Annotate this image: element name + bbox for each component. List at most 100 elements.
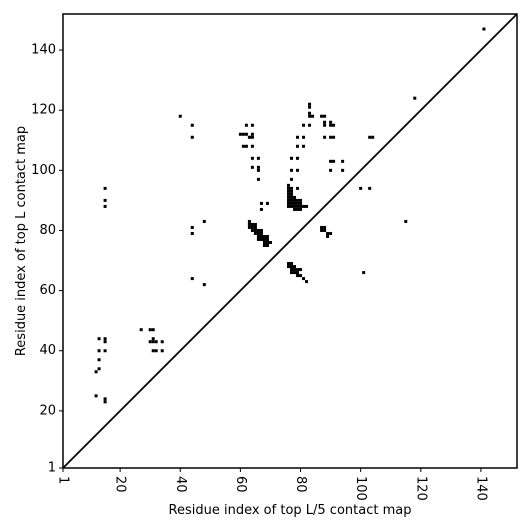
x-tick-label: 100	[353, 476, 368, 501]
contact-point	[332, 135, 336, 139]
contact-point	[286, 204, 290, 208]
contact-point	[299, 268, 303, 272]
contact-point	[308, 105, 312, 109]
contact-point	[302, 144, 306, 148]
contact-point	[256, 237, 260, 241]
y-tick-label: 20	[39, 403, 56, 418]
contact-point	[202, 283, 206, 287]
contact-point	[262, 241, 266, 245]
contact-point	[262, 244, 266, 248]
contact-point	[482, 27, 486, 31]
contact-point	[190, 277, 194, 281]
contact-point	[299, 207, 303, 211]
contact-point	[253, 231, 257, 235]
contact-point	[154, 340, 158, 344]
plot-frame	[62, 13, 518, 469]
contact-point	[259, 228, 263, 232]
x-tick-label: 140	[473, 476, 488, 501]
contact-point	[299, 274, 303, 278]
contact-point	[259, 231, 263, 235]
contact-point	[290, 268, 294, 272]
contact-point	[341, 168, 345, 172]
contact-point	[296, 186, 300, 190]
contact-point	[293, 198, 297, 202]
contact-point	[286, 195, 290, 199]
contact-point	[259, 237, 263, 241]
contact-point	[256, 228, 260, 232]
contact-point	[296, 201, 300, 205]
contact-point	[238, 132, 242, 136]
x-tick-label: 20	[113, 476, 128, 493]
contact-point	[286, 201, 290, 205]
contact-point	[320, 225, 324, 229]
contact-point	[293, 268, 297, 272]
contact-point	[296, 168, 300, 172]
contact-point	[286, 262, 290, 266]
contact-point	[299, 204, 303, 208]
x-axis-label: Residue index of top L/5 contact map	[169, 503, 412, 518]
contact-point	[299, 201, 303, 205]
contact-point	[320, 228, 324, 232]
contact-point	[286, 265, 290, 269]
contact-point	[244, 132, 248, 136]
contact-point	[265, 237, 269, 241]
contact-point	[329, 123, 333, 127]
contact-point	[250, 165, 254, 169]
contact-point	[368, 135, 372, 139]
contact-point	[103, 349, 107, 353]
contact-point	[250, 225, 254, 229]
contact-point	[404, 219, 408, 223]
contact-point	[290, 198, 294, 202]
y-tick-label: 1	[48, 461, 56, 476]
contact-point	[302, 123, 306, 127]
x-tick-label: 120	[413, 476, 428, 501]
contact-point	[259, 207, 263, 211]
diagonal-line	[62, 13, 518, 469]
contact-point	[148, 340, 152, 344]
contact-point	[286, 198, 290, 202]
x-tick-label: 60	[233, 476, 248, 493]
contact-point	[103, 340, 107, 344]
contact-point	[305, 204, 309, 208]
contact-point	[323, 135, 327, 139]
contact-point	[190, 231, 194, 235]
contact-point	[190, 123, 194, 127]
contact-point	[190, 135, 194, 139]
contact-point	[241, 144, 245, 148]
x-tick-label: 80	[293, 476, 308, 493]
contact-point	[308, 111, 312, 115]
x-tick-label: 40	[173, 476, 188, 493]
contact-point	[256, 177, 260, 181]
contact-point	[323, 225, 327, 229]
contact-point	[139, 328, 143, 332]
contact-point	[202, 219, 206, 223]
contact-point	[256, 165, 260, 169]
contact-point	[290, 186, 294, 190]
contact-point	[94, 394, 98, 398]
contact-point	[302, 277, 306, 281]
contact-point	[296, 271, 300, 275]
contact-point	[308, 123, 312, 127]
contact-point	[413, 96, 417, 100]
contact-point	[329, 231, 333, 235]
contact-point	[296, 207, 300, 211]
y-axis-label: Residue index of top L contact map	[14, 126, 29, 356]
contact-points	[94, 27, 486, 404]
contact-point	[250, 135, 254, 139]
contact-point	[250, 144, 254, 148]
contact-point	[256, 231, 260, 235]
x-tick-label: 1	[56, 476, 71, 484]
contact-point	[290, 262, 294, 266]
contact-point	[290, 168, 294, 172]
contact-point	[323, 120, 327, 124]
contact-point	[290, 201, 294, 205]
contact-point	[305, 280, 309, 284]
contact-point	[323, 228, 327, 232]
contact-point	[293, 204, 297, 208]
contact-point	[247, 225, 251, 229]
contact-point	[299, 198, 303, 202]
contact-point	[190, 225, 194, 229]
contact-point	[286, 192, 290, 196]
contact-point	[296, 198, 300, 202]
contact-point	[290, 192, 294, 196]
